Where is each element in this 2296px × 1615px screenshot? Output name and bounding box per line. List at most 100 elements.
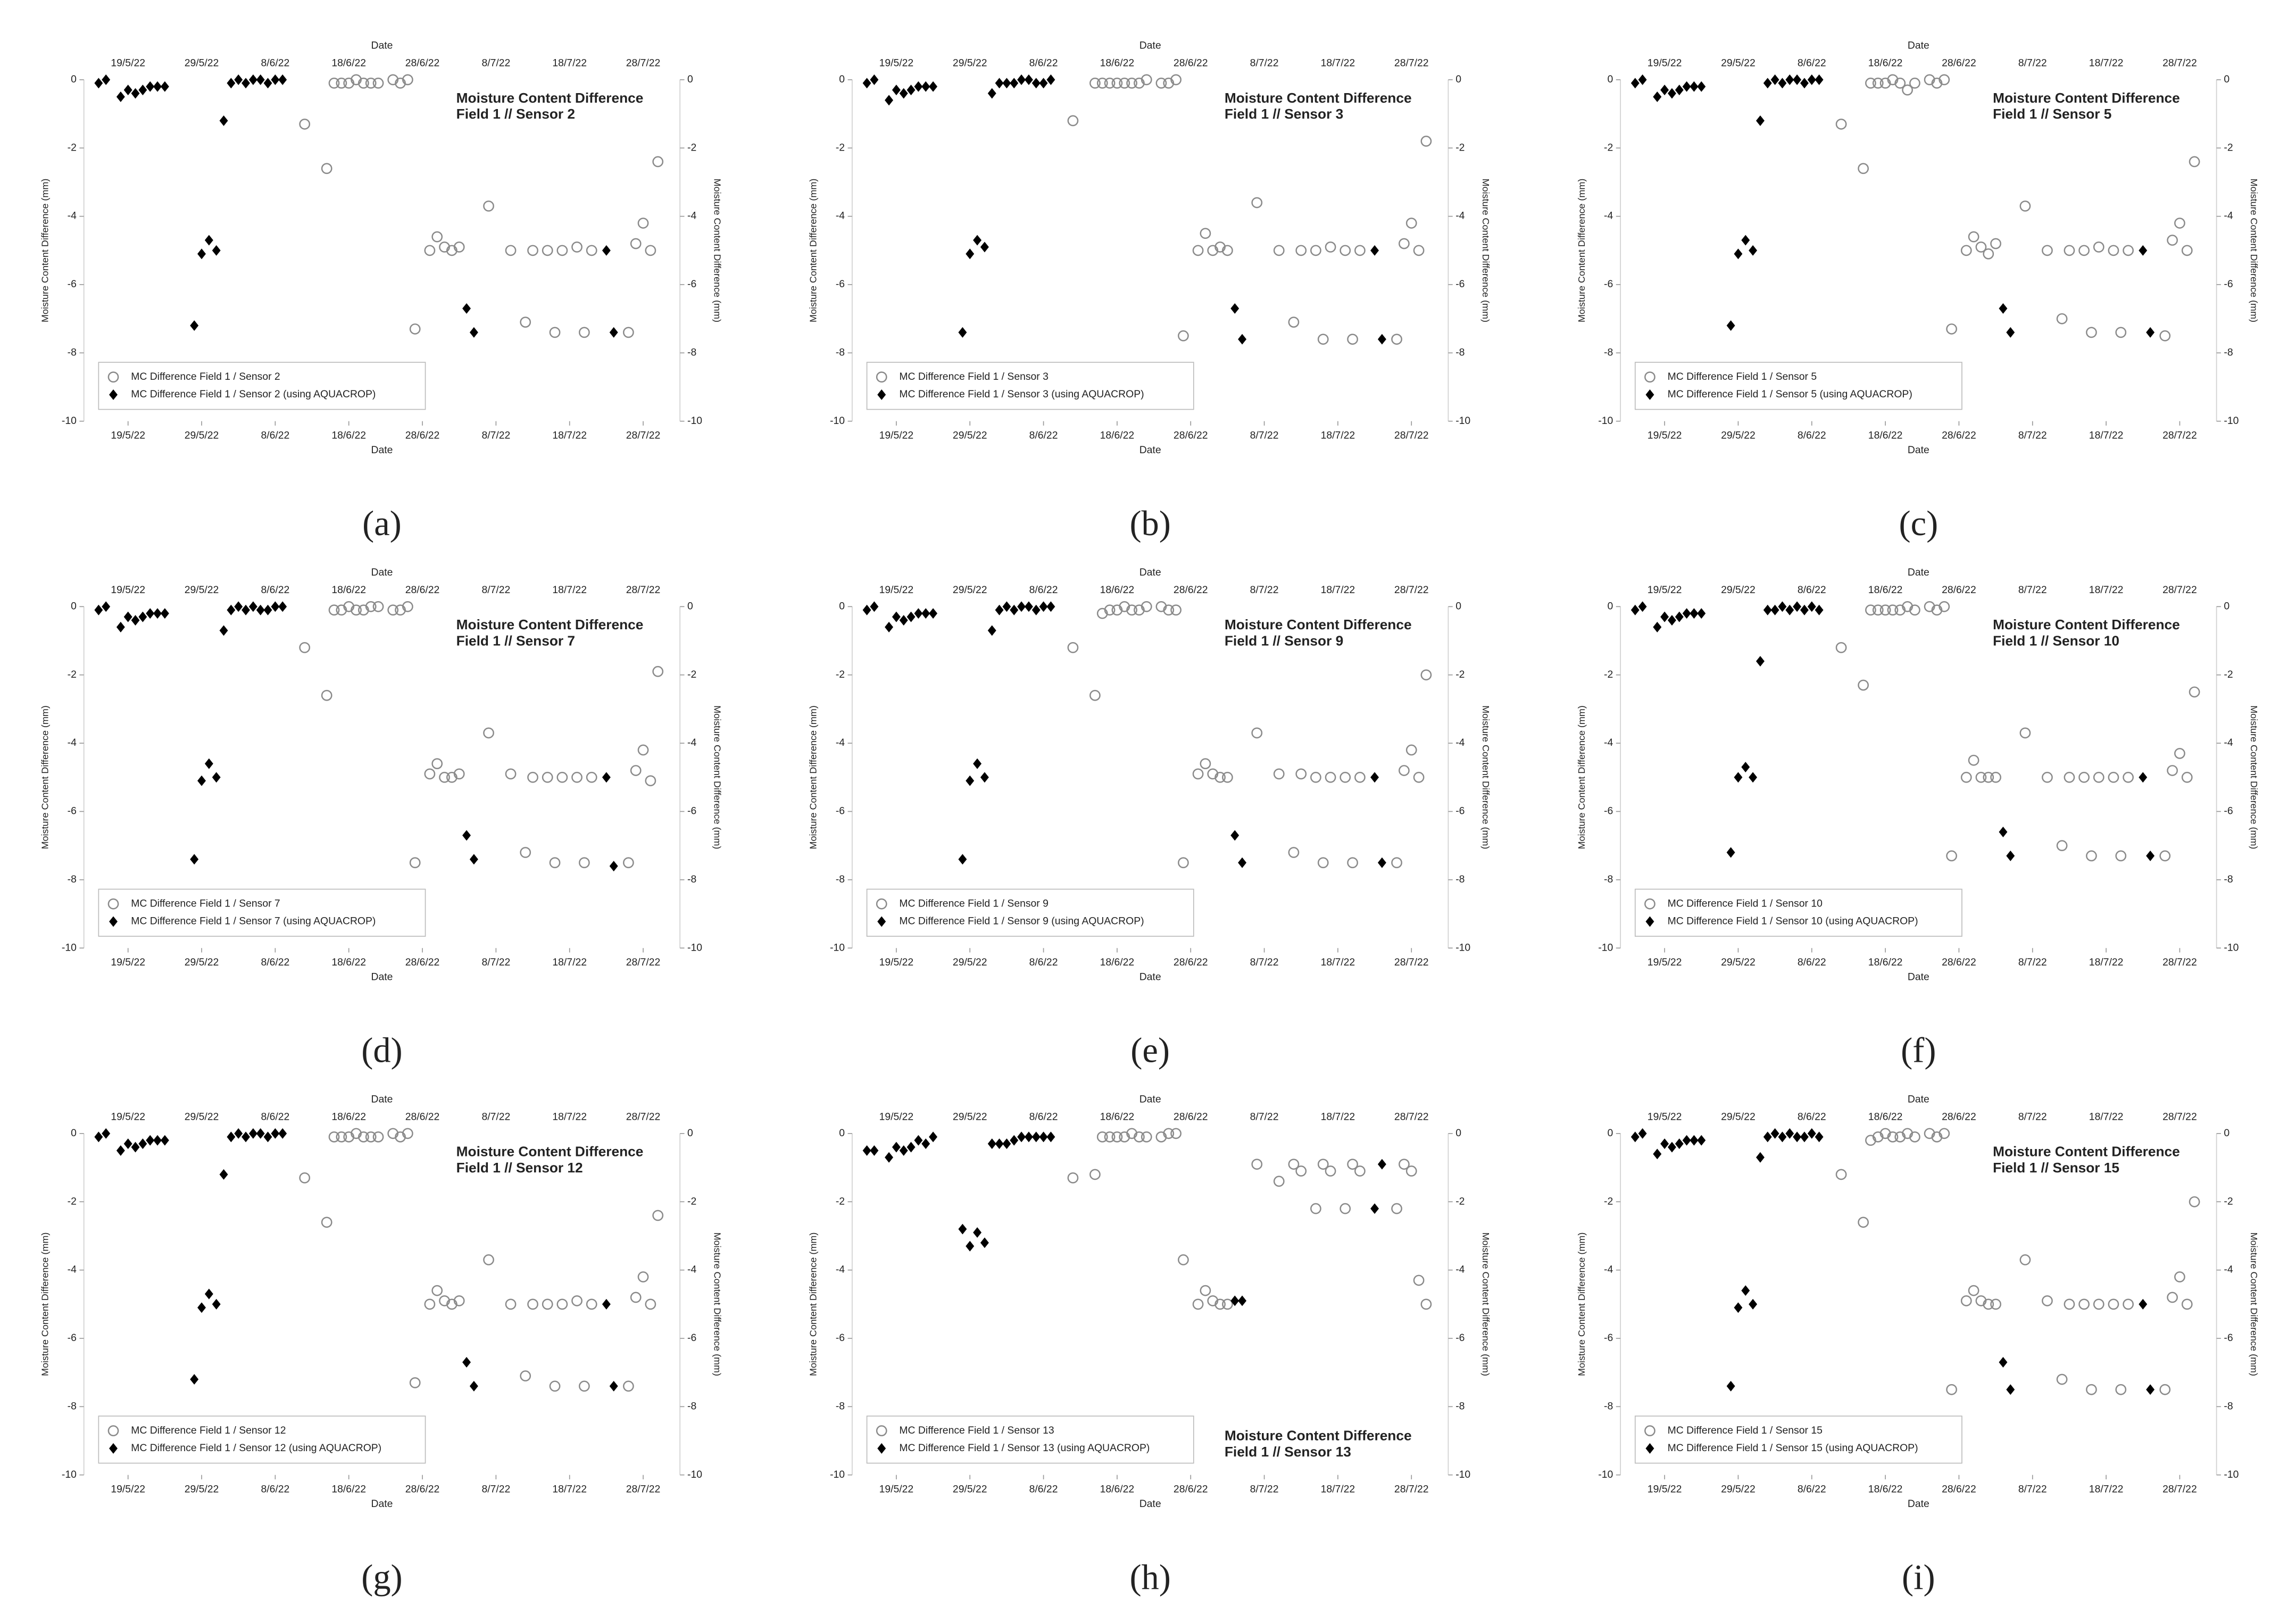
circle-marker bbox=[2189, 1196, 2200, 1208]
diamond-marker bbox=[1793, 601, 1802, 612]
x-top-tick-label: 8/7/22 bbox=[481, 57, 510, 69]
diamond-marker bbox=[906, 1142, 916, 1153]
panel-caption: (e) bbox=[1130, 1031, 1170, 1070]
diamond-marker bbox=[914, 1135, 923, 1146]
x-axis-label: Date bbox=[371, 971, 393, 983]
y-tick-label: -2 bbox=[836, 1195, 845, 1207]
diamond-marker bbox=[1800, 1131, 1809, 1143]
circle-marker bbox=[645, 1298, 656, 1310]
diamond-marker bbox=[190, 854, 199, 865]
circle-marker bbox=[2064, 1298, 2075, 1310]
panel-caption: (f) bbox=[1901, 1031, 1936, 1070]
circle-marker bbox=[1887, 1131, 1899, 1143]
circle-marker bbox=[2056, 313, 2068, 324]
x-top-tick-label: 8/7/22 bbox=[1250, 1111, 1279, 1122]
x-top-axis-label: Date bbox=[1908, 1093, 1929, 1105]
y-tick-label: -10 bbox=[62, 942, 77, 953]
circle-marker bbox=[2115, 850, 2127, 862]
x-top-tick-label: 18/7/22 bbox=[552, 57, 587, 69]
y-axis-label: Moisture Content Difference (mm) bbox=[1576, 705, 1587, 849]
circle-marker bbox=[402, 74, 413, 86]
circle-marker bbox=[1325, 1166, 1336, 1177]
diamond-marker bbox=[1770, 1128, 1779, 1139]
circle-marker bbox=[1391, 334, 1402, 345]
circle-marker bbox=[2093, 242, 2104, 253]
x-tick-label: 8/7/22 bbox=[2018, 430, 2047, 442]
diamond-marker bbox=[958, 327, 967, 338]
x-tick-label: 18/7/22 bbox=[1321, 956, 1355, 968]
circle-marker bbox=[1960, 245, 1972, 256]
legend-label: MC Difference Field 1 / Sensor 3 bbox=[899, 371, 1048, 382]
diamond-marker bbox=[278, 601, 287, 612]
diamond-marker bbox=[1230, 830, 1239, 841]
x-top-tick-label: 29/5/22 bbox=[1721, 1111, 1756, 1122]
diamond-marker bbox=[1010, 604, 1019, 615]
diamond-marker bbox=[1230, 303, 1239, 314]
x-top-tick-label: 19/5/22 bbox=[1648, 57, 1682, 69]
circle-marker bbox=[1858, 163, 1869, 174]
x-tick-label: 19/5/22 bbox=[111, 956, 145, 968]
y2-tick-label: -2 bbox=[687, 1195, 696, 1207]
circle-marker bbox=[402, 1128, 413, 1139]
y-tick-label: -8 bbox=[68, 346, 77, 358]
circle-marker bbox=[2189, 156, 2200, 168]
diamond-marker bbox=[116, 91, 125, 102]
y-tick-label: 0 bbox=[71, 600, 77, 612]
diamond-marker bbox=[1749, 1298, 1758, 1310]
legend-box bbox=[1634, 1416, 1962, 1464]
y2-tick-label: -6 bbox=[1455, 805, 1465, 817]
circle-marker bbox=[1317, 857, 1329, 869]
x-top-axis-label: Date bbox=[371, 39, 393, 51]
x-tick-label: 18/7/22 bbox=[2089, 430, 2124, 442]
x-tick-label: 28/7/22 bbox=[2162, 956, 2197, 968]
y2-tick-label: 0 bbox=[687, 600, 693, 612]
x-axis-label: Date bbox=[1139, 971, 1161, 983]
diamond-marker bbox=[1749, 245, 1758, 256]
diamond-marker bbox=[1682, 81, 1691, 92]
x-axis-label: Date bbox=[1908, 1498, 1929, 1510]
x-top-tick-label: 19/5/22 bbox=[879, 57, 914, 69]
diamond-marker bbox=[146, 608, 155, 619]
x-tick-label: 18/6/22 bbox=[1100, 430, 1135, 442]
circle-marker bbox=[107, 1425, 119, 1437]
y2-tick-label: -4 bbox=[2224, 1264, 2233, 1276]
x-top-tick-label: 29/5/22 bbox=[953, 584, 987, 596]
x-tick-label: 18/6/22 bbox=[1868, 956, 1903, 968]
y2-tick-label: -10 bbox=[1455, 942, 1470, 953]
x-top-tick-label: 18/7/22 bbox=[2089, 57, 2124, 69]
y2-tick-label: -8 bbox=[2224, 346, 2233, 358]
circle-marker bbox=[1399, 238, 1410, 249]
y2-tick-label: -2 bbox=[2224, 141, 2233, 153]
y2-tick-label: -10 bbox=[2224, 415, 2239, 427]
diamond-marker bbox=[1377, 1159, 1386, 1170]
diamond-marker bbox=[263, 78, 272, 89]
diamond-marker bbox=[138, 1138, 147, 1150]
circle-marker bbox=[520, 317, 531, 328]
diamond-marker bbox=[1778, 601, 1787, 612]
x-top-tick-label: 18/7/22 bbox=[1321, 57, 1355, 69]
diamond-marker bbox=[1726, 847, 1735, 858]
circle-marker bbox=[556, 771, 568, 783]
circle-marker bbox=[2108, 1298, 2119, 1310]
diamond-marker bbox=[966, 775, 975, 786]
x-tick-label: 19/5/22 bbox=[111, 1483, 145, 1495]
x-tick-label: 28/6/22 bbox=[1174, 430, 1208, 442]
x-axis-label: Date bbox=[371, 1498, 393, 1510]
circle-marker bbox=[1902, 84, 1913, 96]
diamond-marker bbox=[1667, 88, 1676, 99]
circle-marker bbox=[2174, 1271, 2185, 1283]
x-tick-label: 8/6/22 bbox=[1798, 1483, 1826, 1495]
diamond-marker bbox=[1631, 78, 1640, 89]
x-tick-label: 19/5/22 bbox=[1648, 430, 1682, 442]
x-tick-label: 18/7/22 bbox=[2089, 956, 2124, 968]
x-tick-label: 28/7/22 bbox=[626, 956, 661, 968]
y-tick-label: 0 bbox=[1607, 1127, 1613, 1139]
y-tick-label: -8 bbox=[836, 873, 845, 885]
circle-marker bbox=[876, 898, 887, 910]
diamond-marker bbox=[1999, 303, 2008, 314]
diamond-marker bbox=[1763, 78, 1772, 89]
diamond-marker bbox=[160, 608, 169, 619]
circle-marker bbox=[1288, 1159, 1300, 1170]
diamond-marker bbox=[1660, 611, 1669, 622]
legend-box bbox=[98, 888, 426, 937]
